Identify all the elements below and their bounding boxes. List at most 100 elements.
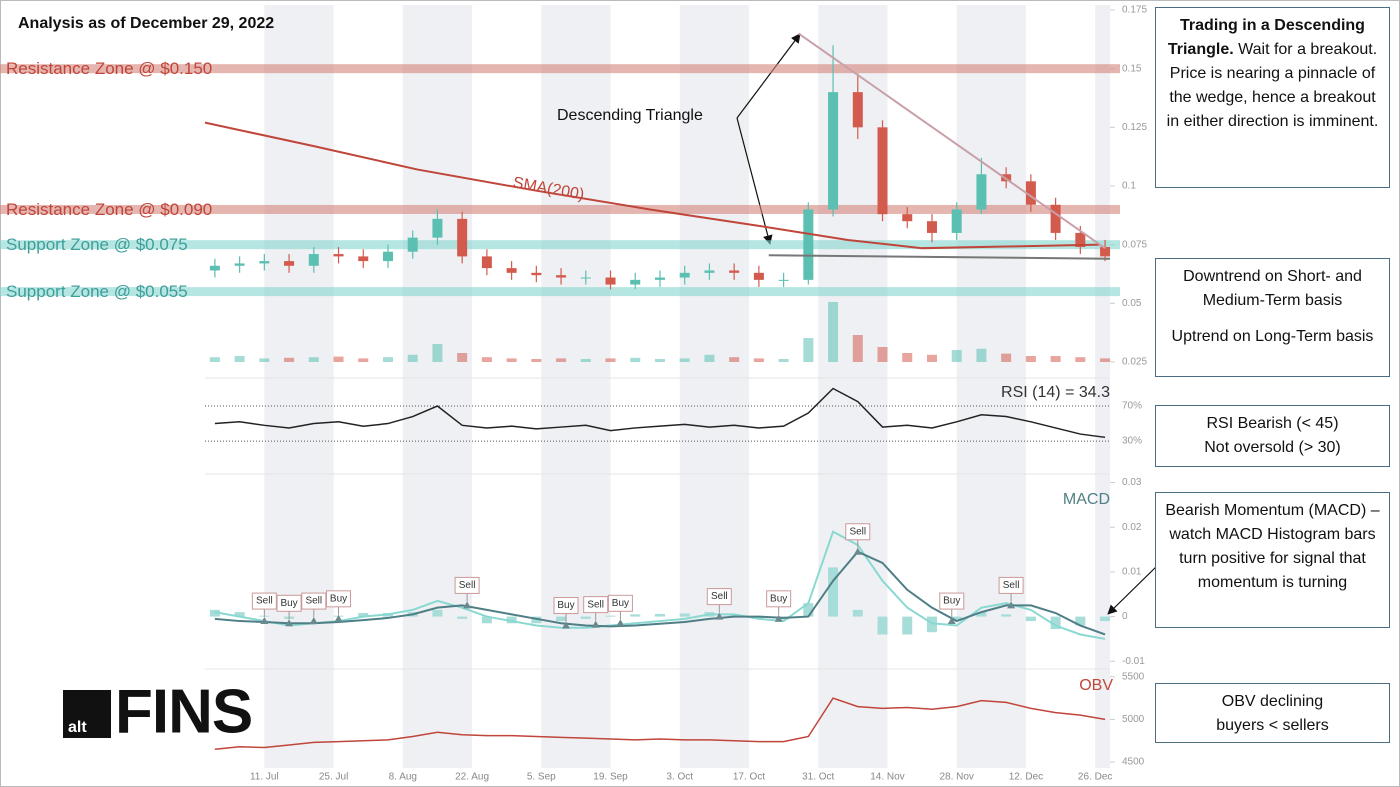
date-band <box>956 5 1026 768</box>
histogram-bar <box>852 609 863 617</box>
candle-body <box>457 218 468 257</box>
histogram-bar <box>457 616 468 619</box>
histogram-bar <box>630 614 641 617</box>
y-tick-label: 0.1 <box>1122 181 1136 192</box>
note: Trading in a Descending Triangle. Wait f… <box>1155 7 1390 188</box>
volume-bar <box>828 302 839 362</box>
candle-body <box>580 277 591 279</box>
histogram-bar <box>481 616 492 624</box>
date-band <box>1095 5 1110 768</box>
date-band <box>264 5 334 768</box>
macd-label: MACD <box>1063 491 1110 508</box>
volume-bar <box>1050 356 1061 362</box>
volume-bar <box>1001 353 1012 362</box>
histogram-bar <box>432 609 443 617</box>
candle-body <box>704 270 715 273</box>
date-band <box>679 5 749 768</box>
macd-line <box>214 550 1106 636</box>
volume-bar <box>358 358 369 362</box>
x-tick-label: 12. Dec <box>1009 772 1043 783</box>
volume-bar <box>902 353 913 362</box>
signal-box <box>607 594 633 612</box>
x-tick-label: 22. Aug <box>455 772 489 783</box>
x-tick-label: 8. Aug <box>389 772 417 783</box>
volume-bar <box>333 356 344 362</box>
macd-line <box>214 530 1106 640</box>
candle-body <box>432 218 443 238</box>
volume-bar <box>432 344 443 362</box>
candle-body <box>778 279 789 281</box>
zone <box>0 204 1120 214</box>
note-text: buyers < sellers <box>1216 717 1329 734</box>
title: Analysis as of December 29, 2022 <box>18 15 274 32</box>
histogram-bar <box>1001 614 1012 617</box>
sma-line <box>204 121 1101 250</box>
date-band <box>402 5 473 768</box>
candle-body <box>926 221 937 233</box>
annotation-arrow <box>736 33 801 119</box>
signal-box <box>583 596 609 614</box>
histogram-bar <box>506 616 517 624</box>
candle-body <box>1050 204 1061 233</box>
y-tick-label: 0.03 <box>1122 477 1142 488</box>
y-tick-label: 0.05 <box>1122 298 1142 309</box>
date-band <box>541 5 611 768</box>
note-text: RSI Bearish (< 45) <box>1206 415 1339 432</box>
candle-body <box>852 92 863 128</box>
candle-body <box>951 209 962 233</box>
x-tick-label: 5. Sep <box>527 772 556 783</box>
candle-body <box>753 272 764 280</box>
y-tick-label: 0.175 <box>1122 5 1147 16</box>
volume-bar <box>1025 356 1036 362</box>
y-tick-label: 70% <box>1122 401 1142 412</box>
histogram-bar <box>902 616 913 635</box>
histogram-bar <box>1025 616 1036 622</box>
signal-marker <box>562 621 571 629</box>
signal-box <box>939 592 965 610</box>
candle-body <box>308 254 319 266</box>
note-text: Uptrend on Long-Term basis <box>1171 328 1374 345</box>
candle-body <box>531 272 542 276</box>
zone-label: Support Zone @ $0.075 <box>6 235 188 254</box>
signal-label: Buy <box>557 600 574 611</box>
histogram-bar <box>877 616 888 635</box>
volume-bar <box>1075 357 1086 362</box>
histogram-bar <box>803 603 814 617</box>
rsi-label: RSI (14) = 34.3 <box>1001 384 1110 401</box>
x-tick-label: 14. Nov <box>870 772 904 783</box>
zone-label: Support Zone @ $0.055 <box>6 282 188 301</box>
candle-body <box>259 261 270 264</box>
y-tick-label: 0.15 <box>1122 63 1142 74</box>
candle-body <box>506 268 517 273</box>
volume-bar <box>1100 358 1111 362</box>
signal-box <box>251 592 277 610</box>
candle-body <box>556 275 567 278</box>
signal-marker <box>591 620 600 628</box>
signal-marker <box>715 612 724 620</box>
y-tick-label: 30% <box>1122 436 1142 447</box>
zone <box>0 287 1120 297</box>
candle-body <box>481 256 492 269</box>
candle-body <box>1025 181 1036 205</box>
x-tick-label: 17. Oct <box>733 772 765 783</box>
signal-label: Sell <box>587 599 604 610</box>
obv-label: OBV <box>1079 677 1113 694</box>
histogram-bar <box>605 615 616 617</box>
line <box>214 697 1106 750</box>
signal-label: Buy <box>280 598 297 609</box>
x-tick-label: 28. Nov <box>939 772 973 783</box>
histogram-bar <box>654 613 665 617</box>
volume-bar <box>753 358 764 362</box>
signal-marker <box>334 614 343 622</box>
volume-bar <box>457 353 468 362</box>
candle-body <box>976 174 987 210</box>
annotation: Descending Triangle <box>557 107 703 124</box>
signal-box <box>706 588 732 606</box>
signal-label: Buy <box>330 593 347 604</box>
candle-body <box>209 265 220 271</box>
volume-bar <box>481 357 492 362</box>
note-text: Downtrend on Short- and Medium-Term basi… <box>1183 268 1362 309</box>
volume-bar <box>407 354 418 362</box>
volume-bar <box>951 350 962 362</box>
